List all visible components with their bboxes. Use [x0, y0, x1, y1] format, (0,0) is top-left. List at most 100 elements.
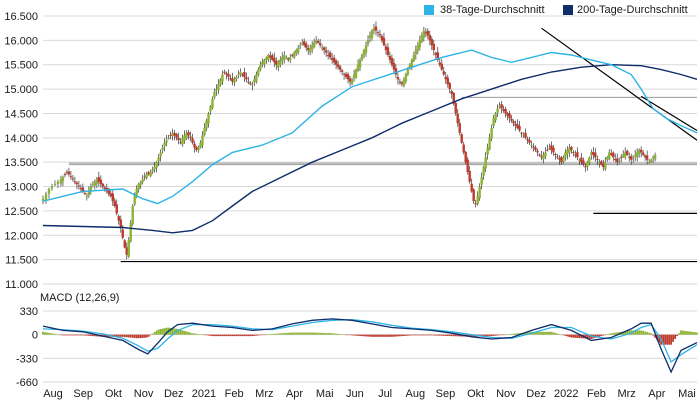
- macd-histogram-bar: [79, 334, 82, 336]
- macd-histogram-bar: [273, 333, 276, 335]
- candle-body: [432, 43, 436, 51]
- candle-body: [301, 42, 304, 44]
- macd-histogram-bar: [89, 334, 92, 336]
- macd-histogram-bar: [251, 334, 254, 337]
- macd-histogram-bar: [500, 334, 503, 336]
- macd-histogram-bar: [135, 334, 138, 339]
- macd-histogram-bar: [406, 334, 409, 336]
- candle-body: [516, 124, 519, 129]
- candle-body: [548, 147, 551, 149]
- macd-histogram-bar: [536, 331, 539, 335]
- candle-body: [239, 72, 242, 75]
- candle-body: [412, 54, 416, 61]
- candle-body: [195, 147, 198, 150]
- macd-histogram-bar: [241, 334, 244, 337]
- macd-histogram-bar: [375, 334, 377, 337]
- macd-histogram-bar: [644, 331, 647, 335]
- candle-body: [303, 41, 306, 46]
- macd-histogram-bar: [319, 332, 322, 335]
- candle-body: [115, 204, 118, 214]
- candle-body: [69, 176, 73, 178]
- candle-body: [590, 152, 593, 156]
- candle-body: [518, 126, 521, 131]
- macd-histogram-bar: [538, 331, 541, 335]
- price-y-tick-label: 14.500: [4, 108, 38, 120]
- candle-body: [251, 84, 254, 86]
- macd-histogram-bar: [153, 332, 156, 335]
- macd-histogram-bar: [48, 332, 50, 335]
- macd-histogram-bar: [662, 334, 665, 345]
- candle-body: [143, 176, 146, 178]
- candle-body: [131, 206, 134, 224]
- price-y-tick-label: 14.000: [4, 133, 38, 145]
- x-tick-label: Feb: [225, 388, 244, 400]
- candle-body: [362, 50, 366, 56]
- candle-body: [289, 57, 292, 60]
- candle-body: [259, 64, 262, 70]
- candle-body: [285, 57, 288, 59]
- macd-histogram-bar: [325, 333, 328, 335]
- macd-histogram-bar: [189, 332, 192, 335]
- candle-body: [129, 223, 132, 242]
- macd-histogram-bar: [349, 334, 351, 336]
- candle-body: [291, 54, 294, 56]
- macd-histogram-bar: [470, 334, 473, 337]
- candle-body: [318, 43, 322, 46]
- candle-body: [213, 91, 216, 98]
- candle-body: [283, 54, 286, 60]
- candle-body: [185, 132, 188, 139]
- candle-body: [434, 53, 437, 55]
- macd-histogram-bar: [546, 331, 549, 335]
- candle-body: [614, 159, 617, 161]
- candle-body: [444, 76, 447, 80]
- candle-body: [358, 59, 362, 68]
- macd-histogram-bar: [193, 333, 196, 335]
- candle-body: [534, 147, 537, 150]
- x-tick-label: Feb: [587, 388, 606, 400]
- candle-body: [293, 52, 296, 58]
- candle-body: [175, 134, 178, 138]
- macd-histogram-bar: [640, 330, 643, 335]
- macd-histogram-bar: [494, 334, 497, 336]
- macd-histogram-bar: [516, 333, 519, 335]
- candle-body: [568, 147, 571, 153]
- macd-histogram-bar: [155, 330, 158, 335]
- candle-body: [400, 82, 404, 85]
- macd-histogram-bar: [297, 332, 300, 335]
- macd-histogram-bar: [279, 333, 282, 335]
- macd-histogram-bar: [514, 333, 517, 335]
- candle-body: [556, 156, 559, 158]
- candle-body: [257, 69, 260, 75]
- macd-histogram-bar: [670, 334, 672, 345]
- macd-histogram-bar: [163, 328, 166, 335]
- macd-histogram-bar: [243, 334, 246, 337]
- candle-body: [275, 60, 278, 65]
- macd-histogram-bar: [261, 334, 264, 336]
- candle-body: [221, 74, 224, 82]
- macd-histogram-bar: [658, 334, 661, 343]
- macd-histogram-bar: [426, 334, 429, 336]
- macd-histogram-bar: [676, 334, 678, 337]
- candle-body: [167, 137, 170, 139]
- macd-histogram: [42, 327, 698, 345]
- macd-histogram-bar: [255, 334, 258, 336]
- candle-body: [348, 78, 352, 82]
- candle-body: [135, 188, 138, 197]
- candle-body: [570, 146, 573, 150]
- candle-body: [384, 46, 388, 51]
- candle-body: [645, 155, 649, 160]
- candle-body: [454, 103, 457, 114]
- candle-body: [41, 198, 45, 201]
- candle-body: [269, 55, 272, 58]
- x-tick-label: Nov: [134, 388, 154, 400]
- candle-body: [562, 157, 565, 162]
- macd-histogram-bar: [416, 334, 419, 336]
- macd-histogram-bar: [548, 331, 551, 335]
- macd-histogram-bar: [305, 332, 308, 335]
- macd-histogram-bar: [552, 332, 555, 335]
- macd-y-tick-label: 0: [32, 330, 38, 342]
- candle-body: [332, 57, 336, 63]
- macd-histogram-bar: [484, 334, 487, 337]
- macd-histogram-bar: [197, 334, 200, 335]
- candle-body: [245, 77, 248, 80]
